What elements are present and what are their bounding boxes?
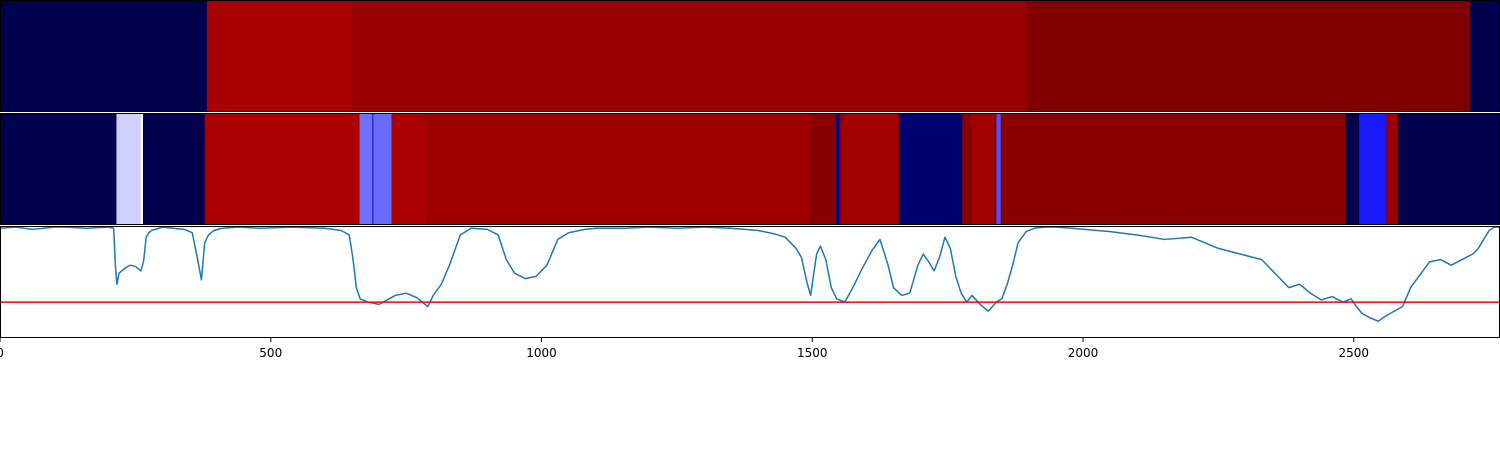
top-strip-segment — [1470, 0, 1500, 112]
top-strip-segment — [351, 0, 1028, 112]
middle-strip-segment — [1398, 113, 1500, 225]
middle-strip-segment — [993, 113, 997, 225]
middle-strip-segment — [391, 113, 427, 225]
middle-strip-segment — [1345, 113, 1360, 225]
middle-strip-segment — [836, 113, 840, 225]
middle-strip-segment — [962, 113, 973, 225]
middle-strip-segment — [204, 113, 360, 225]
signal-line — [0, 226, 1500, 322]
middle-strip-segment — [972, 113, 995, 225]
x-tick-label: 1500 — [797, 346, 828, 360]
middle-strip-segment — [0, 113, 117, 225]
top-strip-segment — [1027, 0, 1471, 112]
middle-strip-segment — [1386, 113, 1399, 225]
x-axis: 0 500 1000 1500 2000 2500 — [0, 338, 1369, 360]
middle-strip-segment — [373, 113, 392, 225]
middle-strip-segment — [140, 113, 144, 225]
signal-panel — [0, 226, 1500, 338]
signal-panel-background — [0, 226, 1500, 338]
middle-strip-segment — [809, 113, 837, 225]
middle-strip-segment — [359, 113, 373, 225]
middle-strip-segment — [842, 113, 900, 225]
x-tick-label: 2500 — [1339, 346, 1370, 360]
x-tick-label: 500 — [259, 346, 282, 360]
middle-strip-segment — [898, 113, 963, 225]
middle-strip-segment — [996, 113, 1002, 225]
middle-strip-segment — [116, 113, 142, 225]
middle-strip-segment — [839, 113, 843, 225]
top-color-strip — [0, 0, 1500, 112]
x-tick-label: 0 — [0, 346, 4, 360]
middle-strip-segment — [1000, 113, 1008, 225]
top-strip-segment — [206, 0, 353, 112]
middle-strip-segment — [1007, 113, 1347, 225]
middle-strip-segment — [1359, 113, 1387, 225]
x-tick-label: 2000 — [1068, 346, 1099, 360]
middle-strip-segment — [144, 113, 206, 225]
middle-strip-segment — [372, 113, 375, 225]
middle-color-strip — [0, 113, 1500, 225]
middle-strip-segment — [142, 113, 145, 225]
top-strip-segment — [0, 0, 208, 112]
x-tick-label: 1000 — [526, 346, 557, 360]
middle-strip-segment — [426, 113, 810, 225]
